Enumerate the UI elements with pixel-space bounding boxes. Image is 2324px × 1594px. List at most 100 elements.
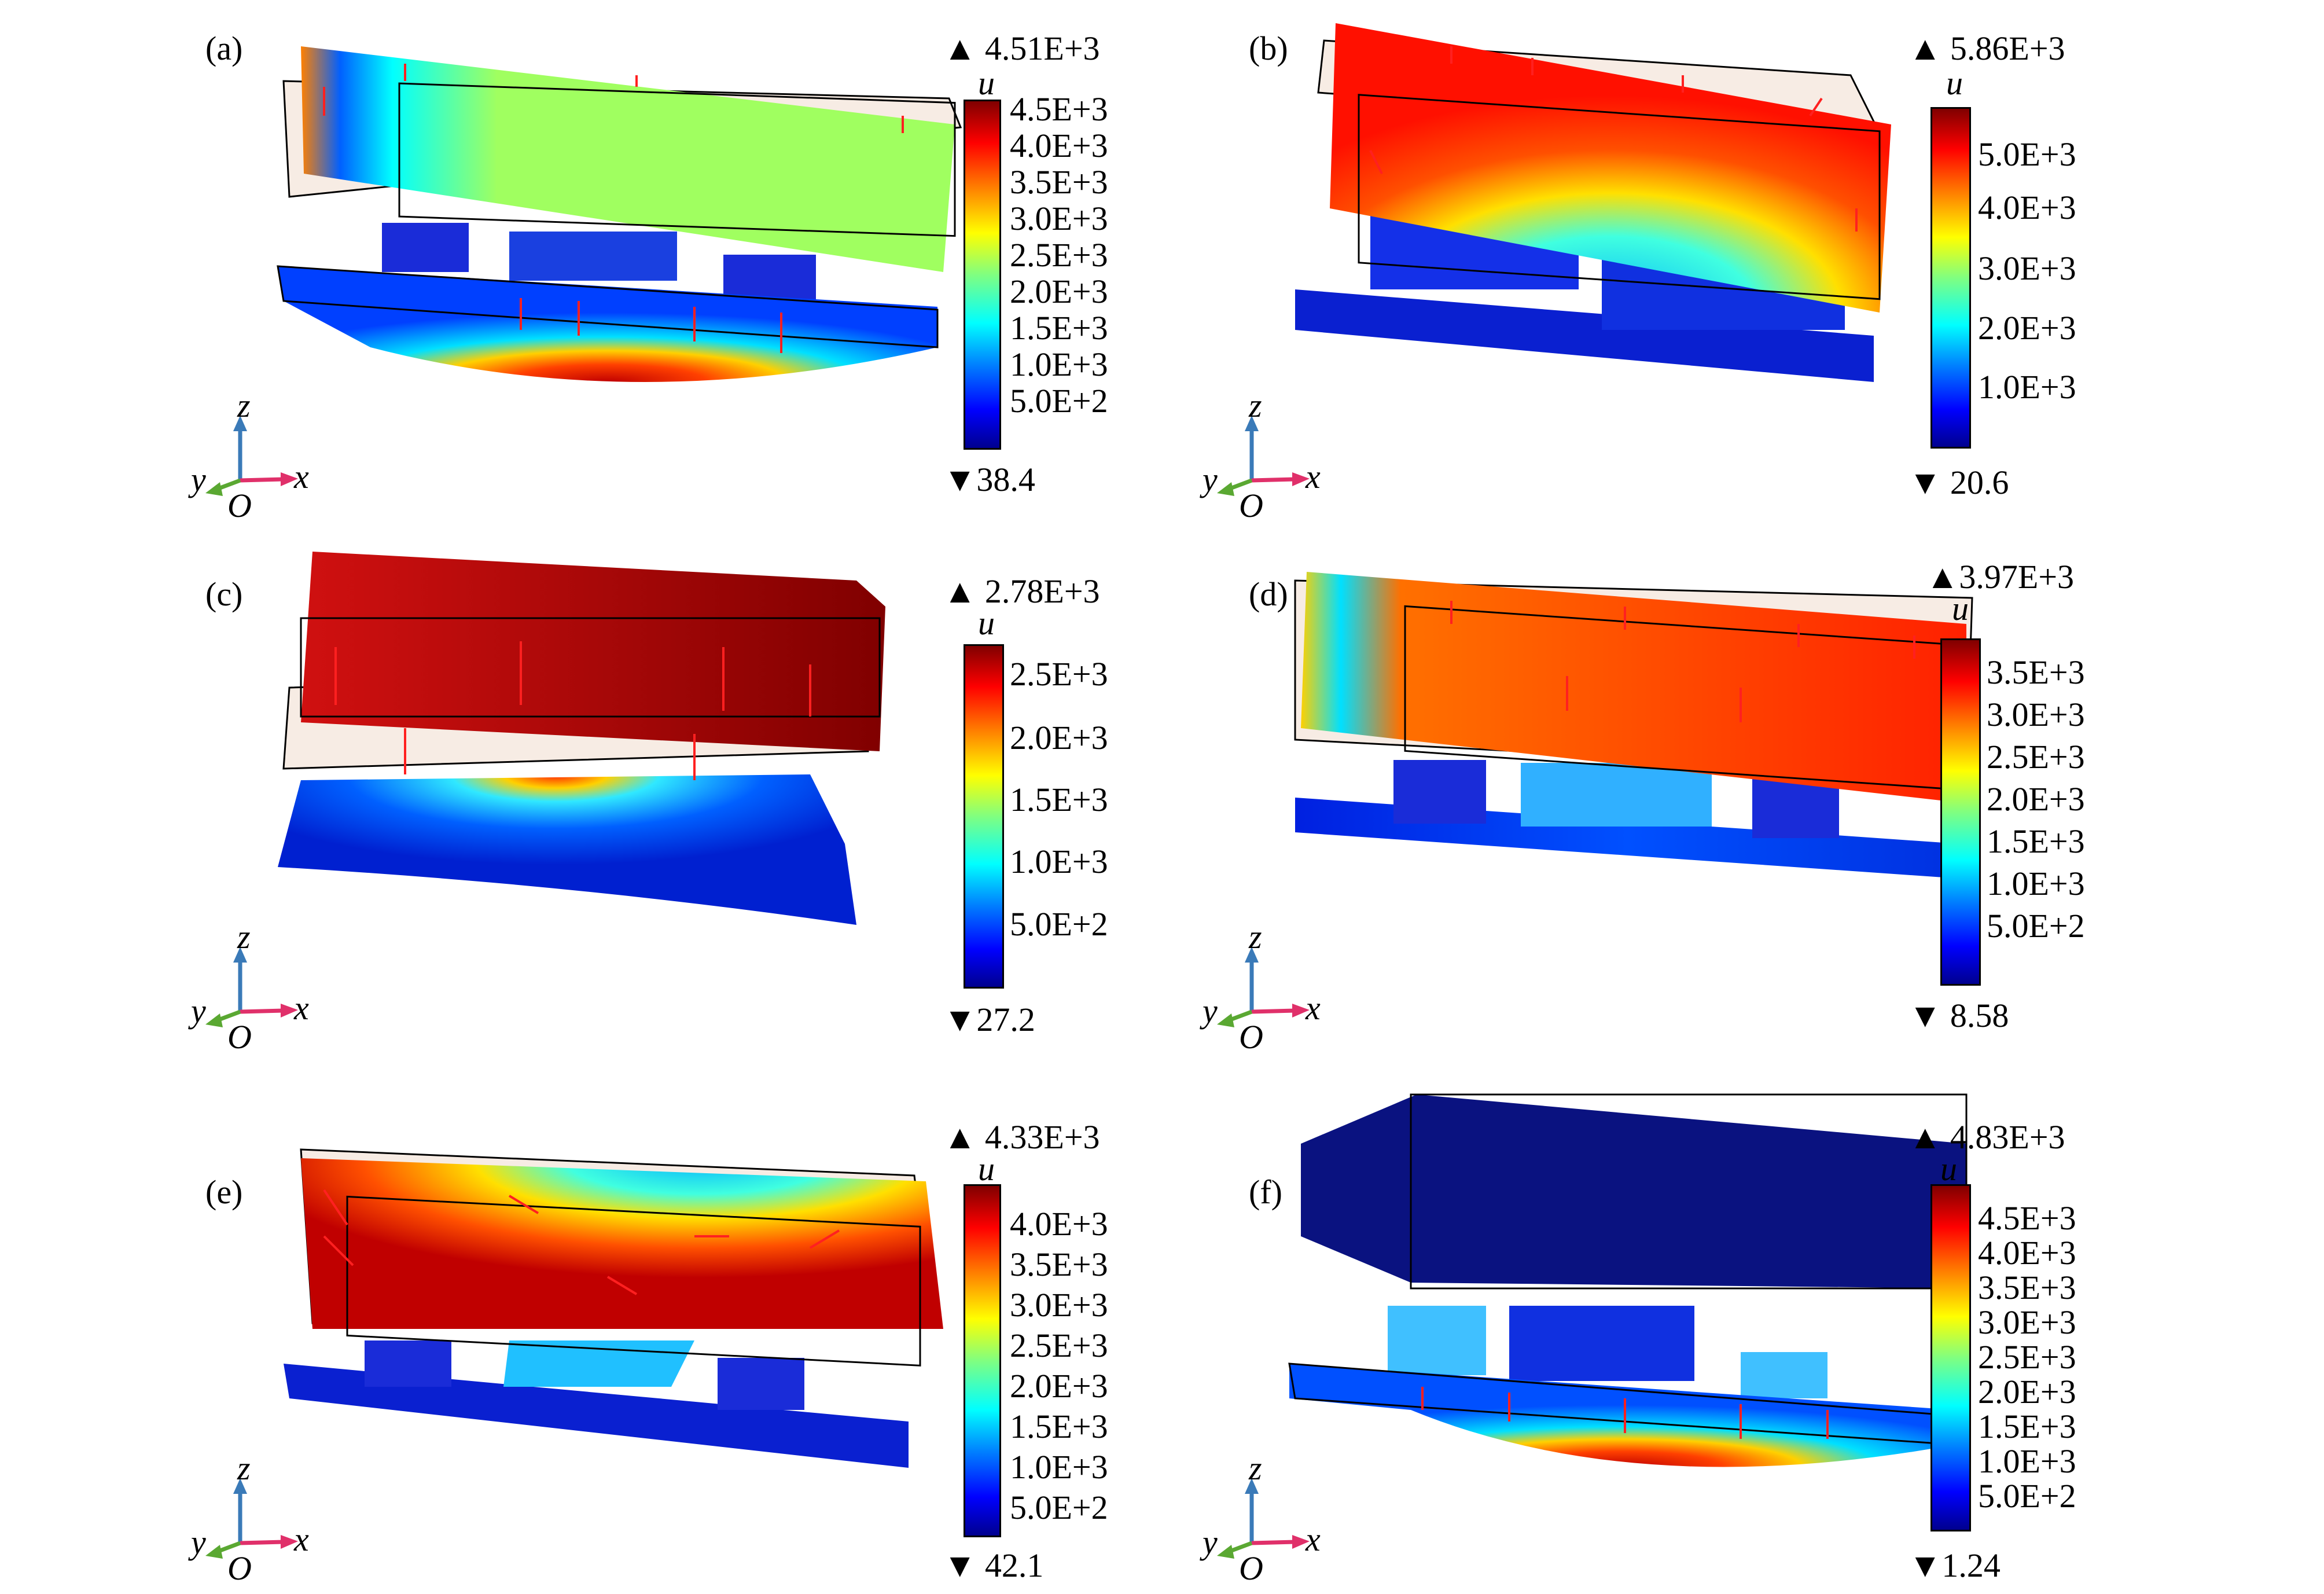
colorbar	[964, 644, 1004, 989]
colorbar-min: ▼ 8.58	[1909, 997, 2009, 1034]
tick-label: 2.5E+3	[1010, 1327, 1108, 1364]
colorbar-variable: u	[978, 64, 995, 102]
tick-label: 1.0E+3	[1010, 346, 1108, 383]
panel-b: (b) ▲ 5.86E+3 u ▼ 20.6 5.0E+3 4.0E+3 3.0…	[1162, 0, 2324, 531]
spacer-block	[723, 255, 816, 301]
bottom-outline	[277, 265, 939, 348]
axis-label-origin: O	[1239, 487, 1263, 524]
tick-label: 1.5E+3	[1010, 309, 1108, 347]
spacer-block	[365, 1340, 451, 1387]
tick-label: 1.5E+3	[1010, 781, 1108, 818]
tick-label: 1.5E+3	[1010, 1408, 1108, 1445]
axis-label-x: x	[294, 458, 309, 495]
axis-triad	[1217, 947, 1310, 1027]
tick-label: 3.0E+3	[1978, 1303, 2076, 1341]
axis-label-y: y	[191, 461, 206, 498]
colorbar-min: ▼ 42.1	[943, 1547, 1044, 1584]
panel-label: (e)	[205, 1173, 243, 1211]
axis-triad	[1217, 416, 1310, 496]
top-block	[1301, 572, 1966, 803]
spacer-block	[1741, 1352, 1827, 1398]
panel-a: (a)	[0, 0, 1162, 531]
colorbar-variable: u	[1952, 590, 1969, 627]
tick-label: 3.0E+3	[1987, 696, 2085, 733]
axis-label-x: x	[294, 1520, 309, 1558]
axis-triad	[205, 416, 298, 496]
colorbar-variable: u	[1940, 1150, 1957, 1188]
tick-label: 2.0E+3	[1010, 273, 1108, 310]
axis-triad	[205, 1478, 298, 1559]
undeformed-box	[346, 1195, 921, 1367]
tick-label: 3.0E+3	[1010, 1286, 1108, 1324]
axis-label-z: z	[237, 1449, 251, 1487]
spacer-block	[382, 223, 469, 272]
colorbar-min: ▼ 20.6	[1909, 464, 2009, 501]
tick-label: 1.0E+3	[1010, 1448, 1108, 1486]
colorbar-max: ▲ 4.51E+3	[943, 30, 1100, 67]
colorbar-variable: u	[978, 604, 995, 642]
colorbar-max: ▲ 4.83E+3	[1909, 1118, 2065, 1156]
colorbar	[964, 1184, 1001, 1537]
panel-e: (e) ▲ 4.33E+3 u ▼ 42.1 4.0E+3 3.5E+3	[0, 1063, 1162, 1594]
vector-field	[334, 641, 811, 780]
axis-triad	[1217, 1478, 1310, 1559]
colorbar	[964, 100, 1001, 450]
bottom-plate	[1295, 289, 1874, 382]
panel-label: (f)	[1249, 1173, 1282, 1211]
tick-label: 2.5E+3	[1010, 655, 1108, 693]
axis-label-y: y	[191, 1523, 206, 1561]
colorbar-variable: u	[978, 1150, 995, 1188]
axis-triad	[205, 947, 298, 1027]
colorbar-min: ▼38.4	[943, 461, 1035, 498]
tick-label: 5.0E+2	[1987, 907, 2085, 945]
vector-field	[1369, 46, 1858, 232]
deformation-plot	[1288, 1093, 1968, 1467]
axis-label-origin: O	[227, 1018, 252, 1056]
vector-field	[1421, 1387, 1829, 1439]
top-block	[1301, 1095, 1966, 1288]
panel-label: (b)	[1249, 30, 1288, 67]
undeformed-box	[1358, 94, 1881, 300]
tick-label: 2.0E+3	[1987, 780, 2085, 818]
spacer-block	[1388, 1306, 1486, 1375]
panel-c: (c) ▲ 2.78E+3 u ▼27.2 2.5E+3 2.0E	[0, 531, 1162, 1063]
spacer-block	[1509, 1306, 1694, 1381]
colorbar	[1930, 1184, 1971, 1531]
tick-label: 1.0E+3	[1978, 1442, 2076, 1480]
tick-label: 1.0E+3	[1010, 843, 1108, 880]
colorbar-max: ▲ 5.86E+3	[1909, 30, 2065, 67]
top-block	[1330, 23, 1891, 313]
tick-label: 2.0E+3	[1010, 719, 1108, 756]
axis-label-z: z	[1249, 918, 1262, 956]
tick-label: 3.5E+3	[1010, 1246, 1108, 1283]
spacer-block	[718, 1358, 804, 1410]
undeformed-box	[398, 82, 956, 237]
bottom-plate	[1289, 1364, 1955, 1467]
spacer-block	[509, 232, 677, 281]
tick-label: 2.5E+3	[1987, 738, 2085, 776]
tick-label: 5.0E+2	[1010, 1489, 1108, 1526]
tick-label: 5.0E+2	[1010, 382, 1108, 420]
tick-label: 4.5E+3	[1010, 90, 1108, 128]
axis-label-x: x	[1306, 458, 1321, 495]
panel-d: (d) ▲3.97E+3 u ▼ 8.5	[1162, 531, 2324, 1063]
tick-label: 2.5E+3	[1010, 236, 1108, 274]
panel-label: (a)	[205, 30, 243, 67]
deformation-plot	[277, 46, 962, 382]
vector-field	[323, 64, 904, 353]
colorbar-max: ▲ 4.33E+3	[943, 1118, 1100, 1156]
axis-label-x: x	[1306, 989, 1321, 1027]
tick-label: 3.0E+3	[1978, 249, 2076, 287]
tick-label: 2.0E+3	[1978, 1373, 2076, 1411]
deformation-plot	[1294, 572, 1973, 879]
tick-label: 2.5E+3	[1978, 1338, 2076, 1376]
axis-label-y: y	[1203, 992, 1218, 1030]
tick-label: 3.5E+3	[1978, 1269, 2076, 1306]
spacer-block	[503, 1340, 694, 1387]
bottom-plate	[278, 774, 856, 925]
panel-label: (d)	[1249, 575, 1288, 613]
axis-label-y: y	[1203, 461, 1218, 498]
tick-label: 2.0E+3	[1010, 1367, 1108, 1405]
deformation-plot	[278, 552, 885, 925]
